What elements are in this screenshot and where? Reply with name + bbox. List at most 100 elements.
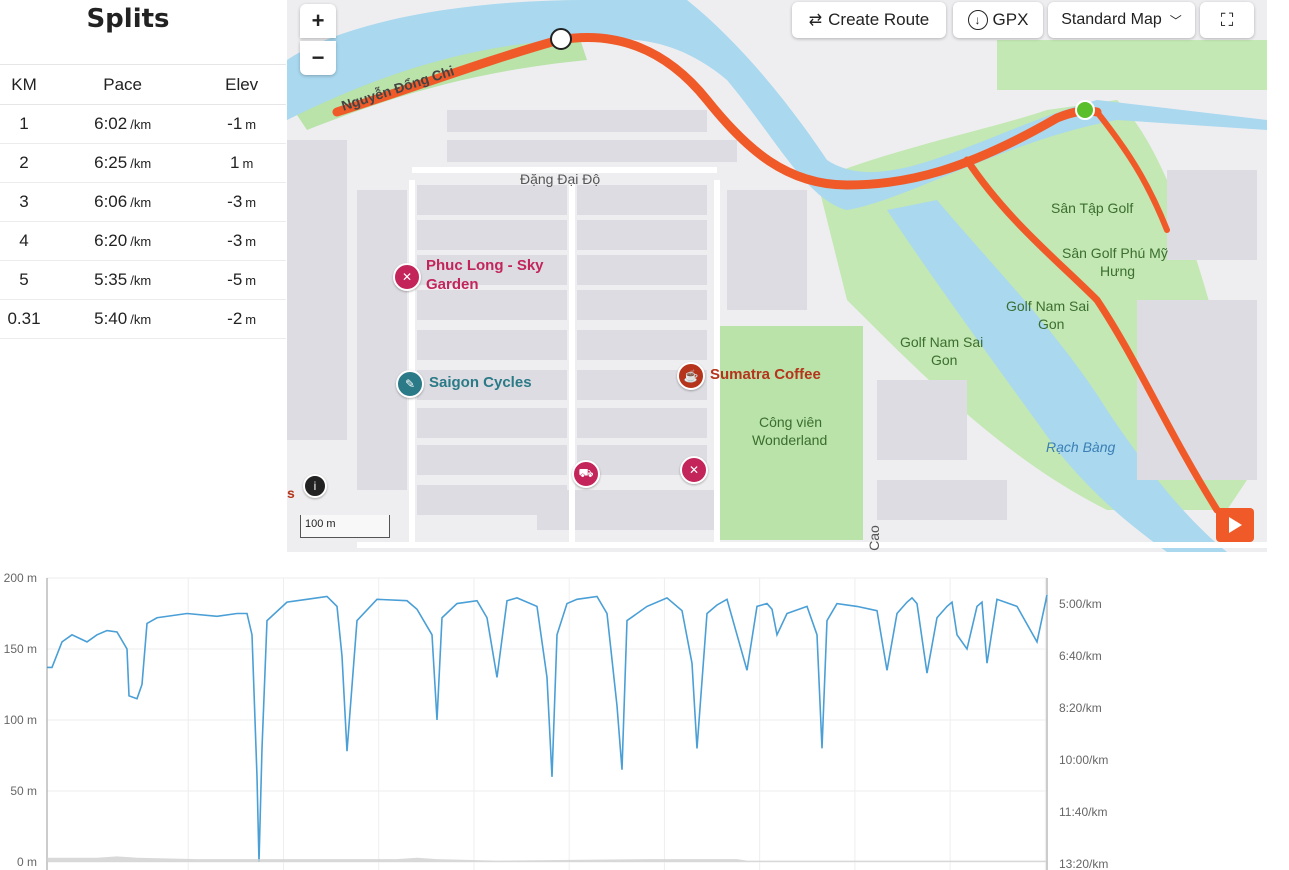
split-km: 3	[0, 182, 48, 222]
split-pace-unit: /km	[130, 117, 152, 132]
splits-panel: Splits KM Pace Elev 1 6:02/km -1 m 2 6:25/km 1…	[0, 0, 286, 552]
route-map[interactable]: Nguyễn Đổng Chi Đặng Đại Độ Sân Tập Golf…	[287, 0, 1267, 552]
golf-label-4b: Gon	[931, 352, 958, 368]
chevron-down-icon: ﹀	[1169, 13, 1182, 28]
fullscreen-button[interactable]: ⛶	[1200, 2, 1254, 38]
park-label-1: Công viên	[759, 414, 823, 430]
split-elev-unit: m	[245, 195, 257, 210]
park-label-2: Wonderland	[752, 432, 828, 448]
route-line	[332, 33, 1102, 190]
split-elev: -1 m	[197, 104, 286, 144]
split-km: 0.31	[0, 299, 48, 339]
map-scale-label: 100 m	[305, 518, 336, 530]
split-km-value: 2	[19, 153, 29, 172]
park-block-ne	[997, 40, 1267, 90]
y-right-tick-label: 11:40/km	[1059, 805, 1107, 819]
split-elev-value: -3	[227, 192, 243, 211]
y-right-tick-label: 6:40/km	[1059, 649, 1102, 663]
split-km-value: 4	[19, 231, 29, 250]
split-km: 2	[0, 143, 48, 183]
y-right-tick-label: 8:20/km	[1059, 701, 1102, 715]
split-pace-unit: /km	[130, 312, 152, 327]
download-icon: ↓	[967, 10, 988, 30]
zoom-out-button[interactable]: −	[300, 41, 336, 75]
split-elev-unit: m	[242, 156, 254, 171]
split-elev-value: -5	[227, 270, 243, 289]
map-type-label: Standard Map	[1061, 11, 1162, 28]
map-canvas[interactable]	[287, 0, 1267, 552]
canal-label: Rạch Bàng	[1046, 439, 1116, 455]
gpx-label: GPX	[992, 10, 1029, 29]
split-elev-value: -1	[227, 114, 243, 133]
split-row: 1 6:02/km -1 m	[0, 104, 286, 144]
split-elev-value: -2	[227, 309, 243, 328]
shop-pin-icon[interactable]: ⛟	[572, 460, 600, 488]
split-row: 4 6:20/km -3 m	[0, 221, 286, 261]
split-elev: -5 m	[197, 260, 286, 300]
split-km: 1	[0, 104, 48, 144]
y-right-tick-label: 13:20/km	[1059, 857, 1108, 870]
golf-label-2a: Sân Golf Phú Mỹ	[1062, 245, 1168, 261]
start-marker[interactable]	[1075, 100, 1095, 120]
split-elev-unit: m	[245, 234, 257, 249]
create-route-button[interactable]: ⇄ Create Route	[792, 2, 946, 38]
coffee-pin-icon[interactable]: ☕	[677, 362, 705, 390]
play-button[interactable]	[1216, 508, 1254, 542]
split-pace-value: 6:20	[94, 231, 128, 250]
km-header: KM	[0, 64, 48, 105]
split-pace-value: 5:40	[94, 309, 128, 328]
y-right-tick-label: 5:00/km	[1059, 597, 1102, 611]
poi-saigon-cycles[interactable]: Saigon Cycles	[429, 374, 532, 391]
map-scale: 100 m	[300, 515, 390, 538]
city-blocks	[287, 110, 1257, 530]
restaurant-pin-icon-2[interactable]: ✕	[680, 456, 708, 484]
split-pace-unit: /km	[130, 234, 152, 249]
split-elev-unit: m	[245, 312, 257, 327]
elevation-pace-chart[interactable]: 200 m 150 m 100 m 50 m 0 m 5:00/km 6:40/km 8:20…	[0, 552, 1289, 870]
golf-label-3a: Golf Nam Sai	[1006, 298, 1090, 314]
play-icon	[1228, 517, 1242, 533]
y-left-tick-label: 0 m	[17, 855, 37, 869]
split-pace-value: 6:06	[94, 192, 128, 211]
split-pace-unit: /km	[130, 156, 152, 171]
gpx-button[interactable]: ↓ GPX	[953, 2, 1043, 38]
split-pace-value: 6:25	[94, 153, 128, 172]
golf-label-4a: Golf Nam Sai	[900, 334, 984, 350]
info-icon[interactable]: i	[303, 474, 327, 498]
split-pace: 6:02/km	[48, 104, 198, 144]
split-row: 0.31 5:40/km -2 m	[0, 299, 286, 339]
wrench-pin-icon[interactable]: ✎	[396, 370, 424, 398]
route-icon: ⇄	[808, 12, 823, 29]
split-row: 3 6:06/km -3 m	[0, 182, 286, 222]
poi-sumatra-coffee[interactable]: Sumatra Coffee	[710, 366, 821, 383]
zoom-in-button[interactable]: +	[300, 4, 336, 38]
fullscreen-icon: ⛶	[1220, 9, 1234, 30]
split-pace-value: 5:35	[94, 270, 128, 289]
roads	[357, 167, 1267, 548]
poi-phuc-long-a[interactable]: Phuc Long - Sky	[426, 257, 544, 274]
split-elev-value: -3	[227, 231, 243, 250]
splits-title: Splits	[86, 4, 170, 34]
split-elev: -3 m	[197, 221, 286, 261]
left-edge-label: s	[287, 485, 295, 501]
split-pace-unit: /km	[130, 273, 152, 288]
split-pace: 6:20/km	[48, 221, 198, 261]
split-km-value: 1	[19, 114, 29, 133]
golf-label-2b: Hưng	[1100, 263, 1136, 279]
wonderland-park	[719, 326, 863, 540]
poi-phuc-long-b[interactable]: Garden	[426, 276, 479, 293]
pace-header: Pace	[48, 64, 198, 105]
restaurant-pin-icon[interactable]: ✕	[393, 263, 421, 291]
map-type-select[interactable]: Standard Map ﹀	[1048, 2, 1195, 38]
y-left-tick-label: 50 m	[10, 784, 37, 798]
route-line-branch-2	[1094, 109, 1170, 233]
y-right-tick-label: 10:00/km	[1059, 753, 1108, 767]
river	[287, 0, 1267, 210]
split-km: 4	[0, 221, 48, 261]
split-elev-value: 1	[229, 153, 240, 172]
split-row: 5 5:35/km -5 m	[0, 260, 286, 300]
finish-marker[interactable]	[550, 28, 572, 50]
elev-header: Elev	[197, 64, 286, 105]
split-elev: -2 m	[197, 299, 286, 339]
